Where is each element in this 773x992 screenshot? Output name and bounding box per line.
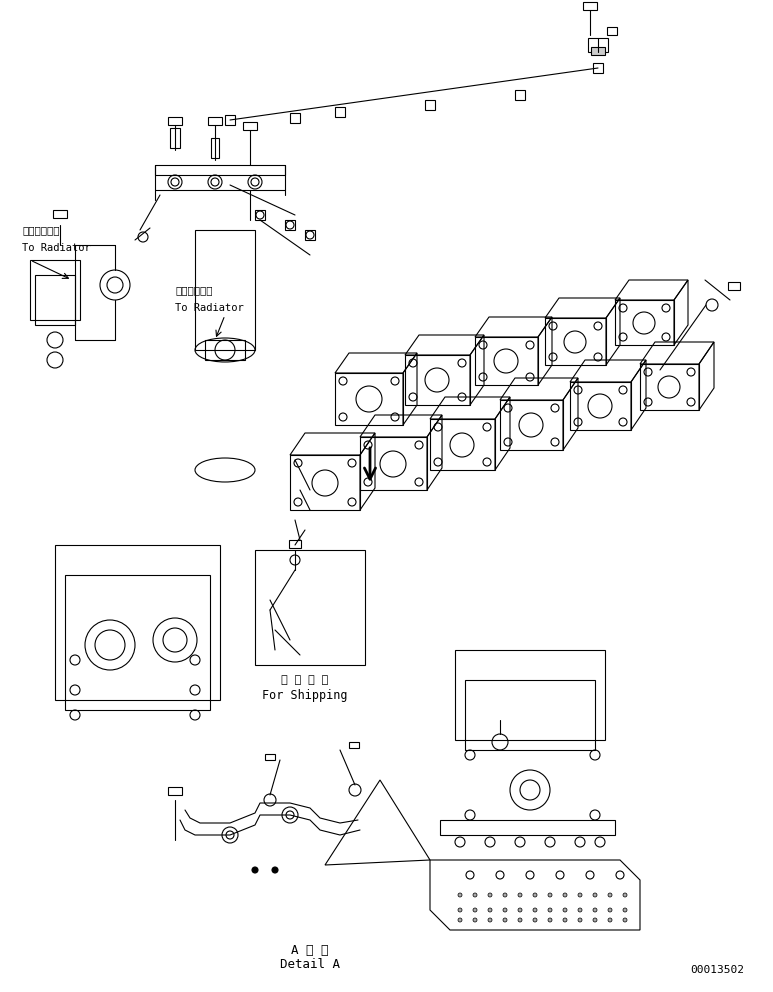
Bar	[588, 38, 608, 52]
Circle shape	[458, 893, 462, 897]
Circle shape	[252, 867, 258, 873]
Circle shape	[623, 908, 627, 912]
Circle shape	[518, 908, 522, 912]
Circle shape	[473, 908, 477, 912]
Bar	[255, 550, 365, 665]
Text: ラジェータへ: ラジェータへ	[22, 225, 60, 235]
Circle shape	[608, 893, 612, 897]
Bar	[465, 680, 595, 750]
Bar	[335, 107, 345, 117]
Circle shape	[533, 918, 537, 922]
Bar	[440, 820, 615, 835]
Circle shape	[548, 893, 552, 897]
Bar	[168, 787, 182, 795]
Bar	[290, 113, 300, 123]
Bar	[455, 650, 605, 740]
Bar	[728, 282, 740, 290]
Bar	[255, 210, 265, 220]
Text: Detail A: Detail A	[280, 958, 340, 971]
Circle shape	[518, 918, 522, 922]
Bar	[205, 340, 245, 360]
Circle shape	[623, 918, 627, 922]
Bar	[425, 100, 435, 110]
Bar	[195, 230, 255, 350]
Circle shape	[563, 893, 567, 897]
Text: For Shipping: For Shipping	[262, 688, 348, 701]
Bar	[225, 115, 235, 125]
Circle shape	[473, 893, 477, 897]
Circle shape	[488, 908, 492, 912]
Bar	[305, 230, 315, 240]
Bar	[170, 128, 180, 148]
Bar	[607, 27, 617, 35]
Circle shape	[563, 918, 567, 922]
Text: A 詳 細: A 詳 細	[291, 943, 329, 956]
Circle shape	[608, 918, 612, 922]
Circle shape	[488, 893, 492, 897]
Bar	[53, 210, 67, 218]
Circle shape	[533, 908, 537, 912]
Circle shape	[473, 918, 477, 922]
Bar	[349, 742, 359, 748]
Circle shape	[503, 893, 507, 897]
Bar	[593, 63, 603, 73]
Circle shape	[548, 908, 552, 912]
Text: To Radiator: To Radiator	[22, 243, 90, 253]
Circle shape	[578, 918, 582, 922]
Circle shape	[458, 908, 462, 912]
Bar	[289, 540, 301, 548]
Circle shape	[272, 867, 278, 873]
Circle shape	[608, 908, 612, 912]
Bar	[55, 545, 220, 700]
Circle shape	[518, 893, 522, 897]
Circle shape	[503, 908, 507, 912]
Bar	[583, 2, 597, 10]
Circle shape	[488, 918, 492, 922]
Circle shape	[578, 908, 582, 912]
Bar	[65, 575, 210, 710]
Circle shape	[593, 918, 597, 922]
Circle shape	[593, 893, 597, 897]
Text: ラジェータへ: ラジェータへ	[175, 285, 213, 295]
Circle shape	[548, 918, 552, 922]
Bar	[35, 275, 75, 325]
Text: 00013502: 00013502	[690, 965, 744, 975]
Circle shape	[458, 918, 462, 922]
Bar	[30, 260, 80, 320]
Bar	[515, 90, 525, 100]
Circle shape	[578, 893, 582, 897]
Circle shape	[563, 908, 567, 912]
Circle shape	[503, 918, 507, 922]
Bar	[591, 47, 605, 55]
Text: 運 搬 部 品: 運 搬 部 品	[281, 675, 329, 685]
Bar	[243, 122, 257, 130]
Text: To Radiator: To Radiator	[175, 303, 243, 313]
Circle shape	[593, 908, 597, 912]
Bar	[285, 220, 295, 230]
Circle shape	[533, 893, 537, 897]
Circle shape	[623, 893, 627, 897]
Bar	[265, 754, 275, 760]
Bar	[208, 117, 222, 125]
Bar	[168, 117, 182, 125]
Bar	[211, 138, 219, 158]
